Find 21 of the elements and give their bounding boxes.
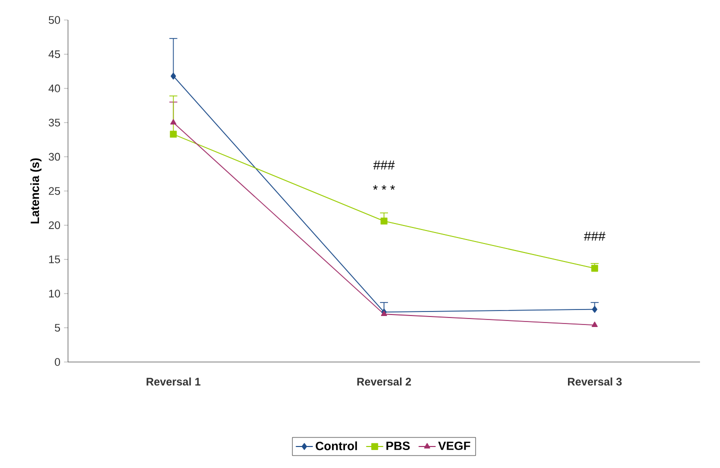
y-tick-label: 10 <box>49 290 60 298</box>
y-tick-label: 35 <box>48 118 60 126</box>
x-tick-label: Reversal 1 <box>146 378 200 386</box>
y-tick-label: 50 <box>48 16 60 24</box>
y-tick-label: 25 <box>48 187 60 195</box>
y-tick-label: 5 <box>54 324 60 332</box>
y-tick-label: 15 <box>49 256 60 264</box>
x-tick-label: Reversal 2 <box>357 378 411 386</box>
annotation: * * * <box>373 185 395 190</box>
y-tick-label: 0 <box>54 358 60 366</box>
y-tick-label: 40 <box>48 84 60 92</box>
legend-label: Control <box>316 441 357 450</box>
annotation: ### <box>584 232 606 241</box>
y-axis-title: Latencia (s) <box>30 158 42 224</box>
legend-label: PBS <box>386 442 410 450</box>
annotation: ### <box>373 160 395 170</box>
y-tick-label: 45 <box>48 50 60 58</box>
y-tick-label: 30 <box>48 152 60 161</box>
x-tick-label: Reversal 3 <box>568 378 622 386</box>
y-tick-label: 20 <box>48 221 60 230</box>
legend-label: VEGF <box>438 442 470 450</box>
